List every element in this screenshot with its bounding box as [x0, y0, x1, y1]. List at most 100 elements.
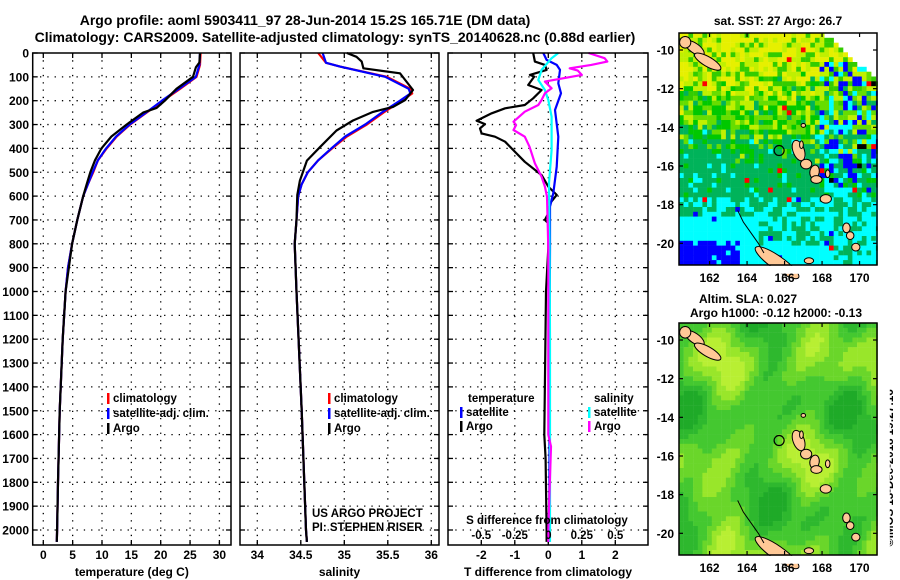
map-cell [763, 52, 769, 58]
map-cell [824, 443, 830, 449]
map-cell [772, 71, 778, 77]
map-cell [824, 182, 830, 188]
map-cell [843, 66, 848, 72]
map-cell [697, 414, 703, 420]
profile-panel-1: 0100200300400500600700800900100011001200… [2, 47, 232, 579]
map-cell [697, 207, 703, 213]
map-cell [777, 356, 783, 362]
map-cell [819, 66, 825, 72]
map-cell [786, 400, 792, 406]
map-cell [702, 226, 708, 232]
map-cell [702, 260, 708, 266]
map-cell [772, 178, 778, 184]
map-cell [749, 221, 755, 227]
map-cell [739, 540, 745, 546]
map-cell [810, 81, 816, 87]
map-cell [730, 453, 736, 459]
map-cell [866, 231, 872, 237]
map-cell [707, 149, 712, 155]
map-cell [749, 530, 755, 536]
map-cell [725, 381, 731, 387]
map-cell [819, 366, 825, 372]
map-cell [847, 91, 853, 97]
map-cell [800, 501, 806, 507]
map-cell [843, 332, 848, 338]
map-cell [711, 429, 717, 435]
map-cell [871, 366, 877, 372]
map-cell [786, 371, 792, 377]
map-cell [782, 139, 787, 145]
map-cell [707, 327, 712, 333]
map-cell [688, 57, 694, 63]
map-cell [786, 356, 792, 362]
map-cell [805, 245, 811, 251]
map-cell [838, 76, 844, 82]
map-cell [824, 187, 830, 193]
map-cell [814, 33, 820, 39]
map-cell [763, 400, 769, 406]
map-cell [768, 216, 773, 222]
map-cell [679, 158, 684, 164]
map-cell [768, 337, 773, 343]
map-cell [754, 453, 759, 459]
map-cell [819, 226, 825, 232]
map-cell [739, 323, 745, 329]
map-cell [871, 458, 877, 464]
map-cell [819, 255, 825, 261]
map-cell [838, 443, 844, 449]
map-cell [735, 52, 741, 58]
map-cell [702, 419, 708, 425]
map-cell [871, 347, 877, 353]
map-cell [871, 472, 877, 478]
map-cell [857, 255, 862, 261]
map-cell [711, 163, 717, 169]
map-cell [725, 530, 731, 536]
map-cell [735, 323, 741, 329]
map-cell [833, 250, 839, 256]
map-cell [683, 521, 689, 527]
map-cell [697, 245, 703, 251]
map-cell [679, 526, 684, 532]
map-cell [861, 545, 867, 551]
map-cell [744, 361, 750, 367]
map-cell [725, 139, 731, 145]
map-cell [829, 47, 834, 53]
map-cell [786, 110, 792, 116]
map-cell [716, 139, 722, 145]
map-cell [730, 95, 736, 101]
map-cell [791, 472, 797, 478]
map-cell [739, 115, 745, 121]
map-cell [786, 37, 792, 43]
map-cell [852, 468, 858, 474]
map-cell [866, 120, 872, 126]
map-cell [758, 95, 764, 101]
map-cell [683, 443, 689, 449]
map-cell [861, 385, 867, 391]
map-cell [735, 144, 741, 150]
map-cell [833, 255, 839, 261]
map-cell [772, 62, 778, 68]
map-cell [721, 231, 727, 237]
map-cell [772, 207, 778, 213]
map-cell [739, 129, 745, 135]
map-cell [768, 240, 773, 246]
map-cell [843, 211, 848, 217]
map-cell [711, 187, 717, 193]
map-cell [688, 323, 694, 329]
map-cell [833, 76, 839, 82]
map-cell [829, 240, 834, 246]
map-cell [810, 419, 816, 425]
map-cell [721, 105, 727, 111]
map-lat-label: -12 [657, 82, 675, 96]
map-cell [772, 347, 778, 353]
map-cell [866, 221, 872, 227]
map-cell [861, 66, 867, 72]
map-cell [763, 342, 769, 348]
map-cell [847, 347, 853, 353]
map-cell [758, 332, 764, 338]
map-cell [782, 327, 787, 333]
map-cell [786, 429, 792, 435]
map-cell [800, 347, 806, 353]
map-cell [814, 395, 820, 401]
map-cell [739, 144, 745, 150]
